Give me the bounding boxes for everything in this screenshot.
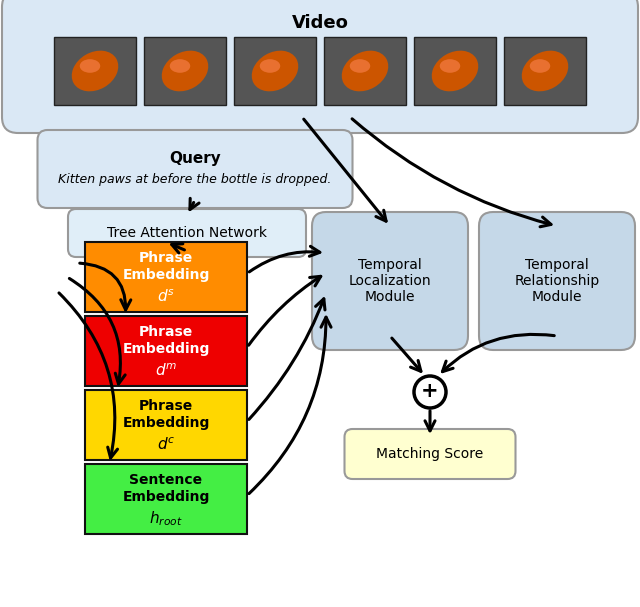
Text: Temporal
Localization
Module: Temporal Localization Module: [349, 258, 431, 304]
FancyBboxPatch shape: [68, 209, 306, 257]
Text: Matching Score: Matching Score: [376, 447, 484, 461]
FancyBboxPatch shape: [344, 429, 515, 479]
Ellipse shape: [80, 59, 100, 73]
Text: Sentence
Embedding: Sentence Embedding: [122, 473, 210, 504]
Ellipse shape: [522, 50, 568, 91]
Text: $d^m$: $d^m$: [155, 362, 177, 379]
FancyBboxPatch shape: [144, 37, 226, 105]
Ellipse shape: [349, 59, 371, 73]
Text: Tree Attention Network: Tree Attention Network: [107, 226, 267, 240]
FancyBboxPatch shape: [479, 212, 635, 350]
FancyBboxPatch shape: [54, 37, 136, 105]
FancyBboxPatch shape: [85, 464, 247, 534]
Text: +: +: [421, 381, 439, 401]
Text: Kitten paws at before the bottle is dropped.: Kitten paws at before the bottle is drop…: [58, 172, 332, 186]
Ellipse shape: [342, 50, 388, 91]
Ellipse shape: [260, 59, 280, 73]
Ellipse shape: [432, 50, 478, 91]
Text: $d^c$: $d^c$: [157, 436, 175, 453]
FancyBboxPatch shape: [414, 37, 496, 105]
Text: Phrase
Embedding: Phrase Embedding: [122, 399, 210, 430]
Text: Phrase
Embedding: Phrase Embedding: [122, 251, 210, 282]
Circle shape: [414, 376, 446, 408]
Text: Temporal
Relationship
Module: Temporal Relationship Module: [515, 258, 600, 304]
Text: Video: Video: [292, 14, 348, 32]
FancyBboxPatch shape: [85, 242, 247, 312]
FancyBboxPatch shape: [85, 316, 247, 386]
FancyBboxPatch shape: [312, 212, 468, 350]
Ellipse shape: [440, 59, 460, 73]
Text: Phrase
Embedding: Phrase Embedding: [122, 325, 210, 356]
FancyBboxPatch shape: [504, 37, 586, 105]
Text: $d^s$: $d^s$: [157, 288, 175, 305]
FancyBboxPatch shape: [85, 390, 247, 460]
FancyBboxPatch shape: [234, 37, 316, 105]
Text: $h_{root}$: $h_{root}$: [149, 509, 183, 528]
FancyBboxPatch shape: [324, 37, 406, 105]
Ellipse shape: [252, 50, 298, 91]
Text: Query: Query: [169, 151, 221, 166]
Ellipse shape: [530, 59, 550, 73]
FancyBboxPatch shape: [2, 0, 638, 133]
Ellipse shape: [72, 50, 118, 91]
FancyBboxPatch shape: [38, 130, 353, 208]
Ellipse shape: [162, 50, 208, 91]
Ellipse shape: [170, 59, 190, 73]
